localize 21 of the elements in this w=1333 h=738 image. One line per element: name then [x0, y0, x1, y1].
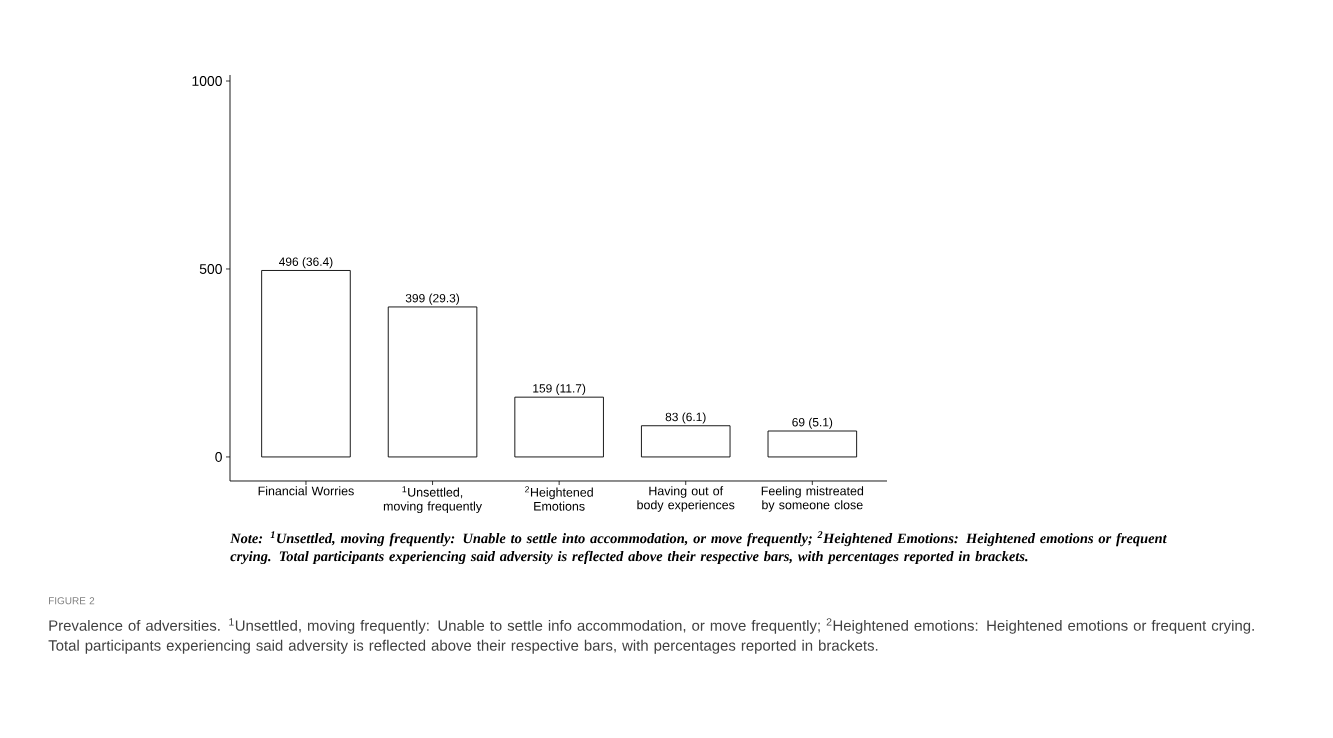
y-tick-label: 1000 — [192, 76, 222, 86]
data-label: 496 (36.4) — [278, 257, 333, 269]
y-tick-label: 0 — [215, 451, 222, 462]
bar — [387, 306, 478, 458]
text: Prevalence of adversities. $^{1}$Unsettled, moving frequently: Unable to settle info accommodation, or move frequently; $^{2}$Heightened emotions: Heightened emotions or frequent crying. Total participants experiencing said adversity is reflected above their respective bars, with percentages reported in brackets. — [48, 618, 1254, 654]
x-tick-label: Feeling mistreated by someone close — [761, 486, 864, 512]
x-tick-label: Having out of body experiences — [637, 486, 735, 512]
caption: FIGURE 2 — [49, 597, 95, 605]
bar — [640, 425, 731, 458]
data-label: 69 (5.1) — [792, 417, 833, 429]
data-label: 83 (6.1) — [665, 412, 706, 424]
text: Note: $^{1}$Unsettled, moving frequently: Unable to settle into accommodation, or move frequently; $^{2}$Heightened Emotions: Heightened emotions or frequent crying. Total participants experiencing said adversity is reflected above their respective bars, with percentages reported in brackets. — [230, 531, 1167, 565]
data-label: 399 (29.3) — [405, 293, 460, 305]
x-tick-label: Financial Worries — [258, 486, 354, 496]
bar — [514, 396, 604, 458]
bar — [767, 430, 858, 458]
x-tick-label: $^{2}$Heightened Emotions — [525, 486, 593, 511]
x-tick-label: $^{1}$Unsettled, moving frequently — [383, 486, 482, 514]
data-label: 159 (11.7) — [533, 383, 586, 395]
y-tick-label: 500 — [199, 264, 222, 274]
bar — [261, 270, 351, 458]
